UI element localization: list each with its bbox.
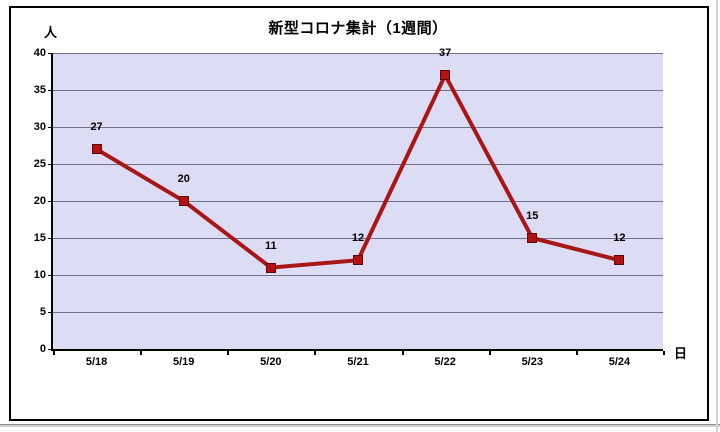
data-label: 20 bbox=[177, 173, 190, 185]
x-axis-tick bbox=[402, 351, 404, 355]
gridline bbox=[53, 127, 663, 128]
x-tick-label: 5/18 bbox=[85, 356, 108, 368]
y-tick-label: 20 bbox=[33, 195, 46, 207]
data-label: 15 bbox=[526, 210, 539, 222]
gridline bbox=[53, 238, 663, 239]
x-axis-unit-label: 日 bbox=[674, 346, 688, 361]
x-axis-line bbox=[51, 349, 663, 351]
data-label: 12 bbox=[613, 232, 626, 245]
y-axis-line bbox=[51, 53, 53, 351]
y-axis-tick bbox=[48, 201, 53, 202]
x-tick-label: 5/22 bbox=[434, 356, 456, 368]
x-tick-label: 5/19 bbox=[173, 356, 195, 368]
data-point-marker bbox=[265, 262, 276, 273]
gridline bbox=[53, 164, 663, 165]
chart-title: 新型コロナ集計（1週間） bbox=[268, 20, 448, 37]
gridline bbox=[53, 90, 663, 91]
y-tick-label: 40 bbox=[33, 47, 46, 59]
data-point-marker bbox=[527, 233, 538, 243]
gridline bbox=[53, 201, 663, 202]
y-axis-tick bbox=[48, 90, 53, 91]
x-tick-label: 5/23 bbox=[521, 356, 543, 368]
x-tick-label: 5/20 bbox=[260, 356, 282, 368]
y-tick-label: 30 bbox=[33, 121, 46, 133]
data-label: 12 bbox=[351, 232, 365, 245]
y-axis-tick bbox=[48, 275, 53, 276]
x-tick-label: 5/24 bbox=[608, 356, 631, 368]
series-line bbox=[95, 70, 620, 270]
x-axis-tick bbox=[663, 351, 665, 355]
x-axis-tick bbox=[53, 351, 55, 355]
x-tick-label: 5/21 bbox=[347, 356, 369, 368]
x-axis-tick bbox=[140, 351, 142, 355]
gridline bbox=[53, 53, 663, 54]
data-label: 11 bbox=[265, 239, 277, 252]
x-axis-tick bbox=[576, 351, 578, 355]
y-axis-tick bbox=[48, 238, 53, 239]
data-label: 37 bbox=[439, 47, 452, 60]
x-axis-tick bbox=[227, 351, 229, 355]
data-point-marker bbox=[440, 70, 451, 81]
worksheet-gridline-right bbox=[716, 0, 718, 432]
y-tick-label: 5 bbox=[39, 306, 46, 318]
x-axis-tick bbox=[314, 351, 316, 355]
y-axis-tick bbox=[48, 164, 53, 165]
gridline bbox=[53, 312, 663, 313]
worksheet-gridline-bottom-light bbox=[0, 425, 720, 427]
y-tick-label: 35 bbox=[33, 84, 46, 96]
y-tick-label: 15 bbox=[33, 232, 46, 244]
y-tick-label: 10 bbox=[33, 269, 46, 281]
y-tick-label: 25 bbox=[33, 158, 46, 170]
y-axis-tick bbox=[48, 312, 53, 313]
data-point-marker bbox=[614, 255, 625, 266]
data-label: 27 bbox=[90, 121, 103, 134]
worksheet-gridline-bottom bbox=[0, 424, 720, 425]
data-point-marker bbox=[353, 255, 363, 266]
y-tick-label: 0 bbox=[39, 343, 46, 355]
y-axis-unit-label: 人 bbox=[44, 25, 58, 40]
y-axis-tick bbox=[48, 53, 53, 54]
y-axis-tick bbox=[48, 127, 53, 128]
data-point-marker bbox=[91, 144, 102, 155]
x-axis-tick bbox=[489, 351, 491, 355]
data-point-marker bbox=[178, 196, 189, 206]
y-axis-tick bbox=[48, 349, 53, 350]
gridline bbox=[53, 275, 663, 276]
